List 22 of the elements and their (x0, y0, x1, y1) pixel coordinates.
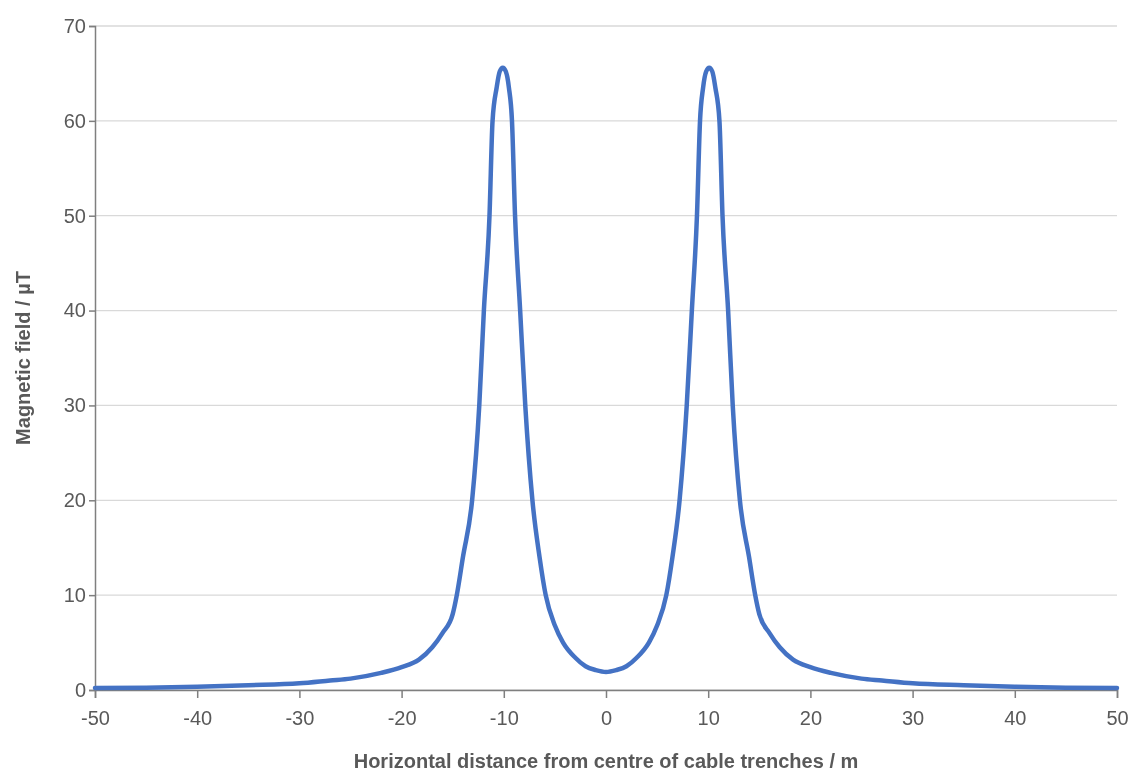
x-tick-label: 0 (600, 707, 613, 729)
x-axis-title: Horizontal distance from centre of cable trenches / m (353, 750, 859, 772)
y-tick-label: 40 (63, 299, 86, 322)
y-tick-label: 10 (63, 584, 86, 607)
line-series (92, 65, 1120, 691)
y-tick-label: 0 (74, 678, 86, 701)
x-tick-label: -30 (285, 707, 315, 729)
x-tick-label: -40 (183, 707, 213, 729)
x-tick-label: 20 (799, 707, 823, 729)
x-tick-label: 40 (1004, 707, 1027, 729)
y-tick-label: 70 (63, 14, 86, 37)
x-tick-label: -10 (489, 707, 519, 729)
x-tick-label: 30 (901, 707, 925, 729)
x-tick-label: -20 (387, 707, 417, 729)
y-tick-label: 60 (63, 109, 86, 132)
y-tick-label: 30 (63, 394, 86, 417)
y-tick-label: 20 (63, 489, 86, 512)
x-tick-label: 50 (1106, 707, 1129, 729)
x-tick-label: -50 (81, 707, 110, 729)
y-axis-title: Magnetic field / µT (12, 271, 34, 445)
y-tick-label: 50 (63, 204, 86, 227)
x-tick-label: 10 (697, 707, 720, 729)
